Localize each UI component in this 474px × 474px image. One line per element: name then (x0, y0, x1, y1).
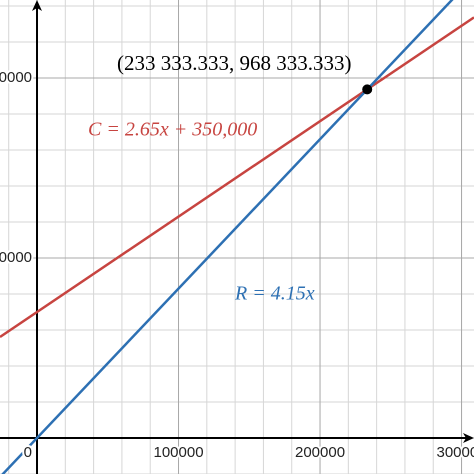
equation-label: C = 2.65x + 350,000 (88, 119, 257, 141)
x-tick-label: 200000 (295, 444, 345, 461)
x-tick-label: 100000 (153, 444, 203, 461)
intersection-point (362, 84, 373, 95)
x-arrow (463, 433, 474, 443)
y-tick-label: 1000000 (0, 69, 32, 86)
x-tick-label: 0 (24, 444, 32, 461)
y-arrow (32, 0, 43, 11)
point-label: (233 333.333, 968 333.333) (117, 51, 352, 75)
y-tick-label: 500000 (0, 249, 32, 266)
line (0, 16, 474, 338)
equation-label: R = 4.15x (234, 283, 315, 305)
